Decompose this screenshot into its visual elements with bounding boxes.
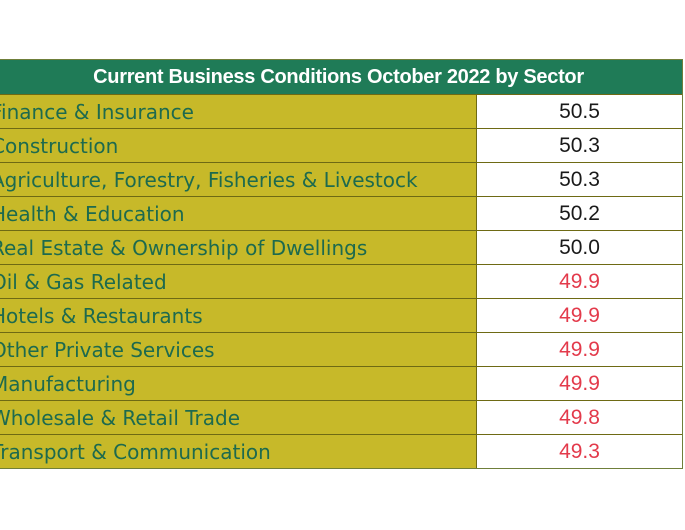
value-cell: 49.8 bbox=[477, 401, 682, 434]
value-cell: 50.3 bbox=[477, 129, 682, 162]
sector-cell: Manufacturing bbox=[0, 367, 477, 400]
table-row: Wholesale & Retail Trade 49.8 bbox=[0, 400, 682, 434]
sector-cell: Wholesale & Retail Trade bbox=[0, 401, 477, 434]
value-cell: 50.2 bbox=[477, 197, 682, 230]
table-body: Finance & Insurance 50.5 Construction 50.3 A… bbox=[0, 94, 682, 468]
sector-cell: Agriculture, Forestry, Fisheries & Lives… bbox=[0, 163, 477, 196]
sector-label: Real Estate & Ownership of Dwellings bbox=[0, 236, 368, 260]
sector-label: Agriculture, Forestry, Fisheries & Lives… bbox=[0, 168, 418, 192]
sector-cell: Oil & Gas Related bbox=[0, 265, 477, 298]
table-row: Transport & Communication 49.3 bbox=[0, 434, 682, 468]
table-row: Manufacturing 49.9 bbox=[0, 366, 682, 400]
table-row: Construction 50.3 bbox=[0, 128, 682, 162]
sector-cell: Finance & Insurance bbox=[0, 95, 477, 128]
table-title: Current Business Conditions October 2022… bbox=[0, 60, 682, 94]
sector-label: Hotels & Restaurants bbox=[0, 304, 203, 328]
value-cell: 49.9 bbox=[477, 333, 682, 366]
sector-cell: Health & Education bbox=[0, 197, 477, 230]
table-row: Real Estate & Ownership of Dwellings 50.0 bbox=[0, 230, 682, 264]
value-cell: 50.0 bbox=[477, 231, 682, 264]
sector-cell: Other Private Services bbox=[0, 333, 477, 366]
sector-label: Oil & Gas Related bbox=[0, 270, 167, 294]
sector-cell: Hotels & Restaurants bbox=[0, 299, 477, 332]
sector-label: Finance & Insurance bbox=[0, 100, 194, 124]
sector-label: Wholesale & Retail Trade bbox=[0, 406, 241, 430]
value-cell: 49.9 bbox=[477, 265, 682, 298]
sector-label: Health & Education bbox=[0, 202, 185, 226]
value-cell: 49.3 bbox=[477, 435, 682, 468]
sector-label: Other Private Services bbox=[0, 338, 215, 362]
table-row: Other Private Services 49.9 bbox=[0, 332, 682, 366]
business-conditions-table: Current Business Conditions October 2022… bbox=[0, 59, 683, 469]
sector-label: Manufacturing bbox=[0, 372, 136, 396]
table-row: Oil & Gas Related 49.9 bbox=[0, 264, 682, 298]
table-row: Agriculture, Forestry, Fisheries & Lives… bbox=[0, 162, 682, 196]
table-row: Hotels & Restaurants 49.9 bbox=[0, 298, 682, 332]
sector-cell: Transport & Communication bbox=[0, 435, 477, 468]
sector-cell: Construction bbox=[0, 129, 477, 162]
table-row: Finance & Insurance 50.5 bbox=[0, 94, 682, 128]
table-row: Health & Education 50.2 bbox=[0, 196, 682, 230]
sector-cell: Real Estate & Ownership of Dwellings bbox=[0, 231, 477, 264]
sector-label: Transport & Communication bbox=[0, 440, 271, 464]
value-cell: 49.9 bbox=[477, 367, 682, 400]
value-cell: 49.9 bbox=[477, 299, 682, 332]
value-cell: 50.5 bbox=[477, 95, 682, 128]
sector-label: Construction bbox=[0, 134, 119, 158]
value-cell: 50.3 bbox=[477, 163, 682, 196]
